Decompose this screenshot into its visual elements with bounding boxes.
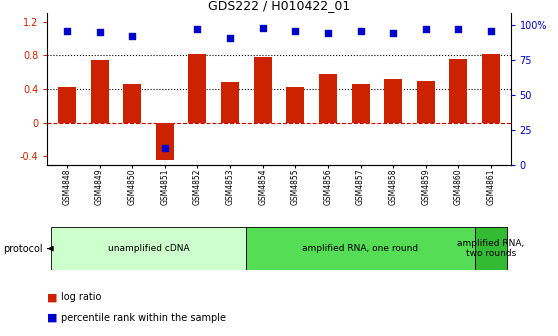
Text: percentile rank within the sample: percentile rank within the sample xyxy=(61,312,227,323)
Text: ■: ■ xyxy=(47,312,58,323)
Bar xyxy=(221,82,239,123)
Point xyxy=(225,35,234,40)
Point xyxy=(356,28,365,33)
Bar xyxy=(247,227,475,270)
Text: amplified RNA,
two rounds: amplified RNA, two rounds xyxy=(458,239,525,258)
Point xyxy=(258,25,267,31)
Bar xyxy=(475,227,507,270)
Point xyxy=(62,28,71,33)
Text: log ratio: log ratio xyxy=(61,292,102,302)
Bar xyxy=(254,57,272,123)
Bar xyxy=(319,74,337,123)
Bar xyxy=(384,79,402,123)
Point xyxy=(291,28,300,33)
Point xyxy=(95,29,104,35)
Bar xyxy=(90,60,109,123)
Point xyxy=(454,27,463,32)
Point xyxy=(487,28,496,33)
Point xyxy=(421,27,430,32)
Bar xyxy=(286,86,304,123)
Bar xyxy=(189,54,206,123)
Bar xyxy=(123,84,141,123)
Point xyxy=(128,34,137,39)
Point xyxy=(389,31,398,36)
Text: protocol: protocol xyxy=(3,244,42,254)
Text: unamplified cDNA: unamplified cDNA xyxy=(108,244,189,253)
Point xyxy=(160,145,169,151)
Point xyxy=(324,31,333,36)
Bar xyxy=(156,123,174,161)
Bar xyxy=(352,84,369,123)
Bar xyxy=(51,227,247,270)
Point xyxy=(193,27,202,32)
Text: amplified RNA, one round: amplified RNA, one round xyxy=(302,244,418,253)
Bar xyxy=(449,59,468,123)
Title: GDS222 / H010422_01: GDS222 / H010422_01 xyxy=(208,0,350,12)
Bar xyxy=(482,54,500,123)
Bar xyxy=(58,87,76,123)
Text: ■: ■ xyxy=(47,292,58,302)
Bar xyxy=(417,81,435,123)
